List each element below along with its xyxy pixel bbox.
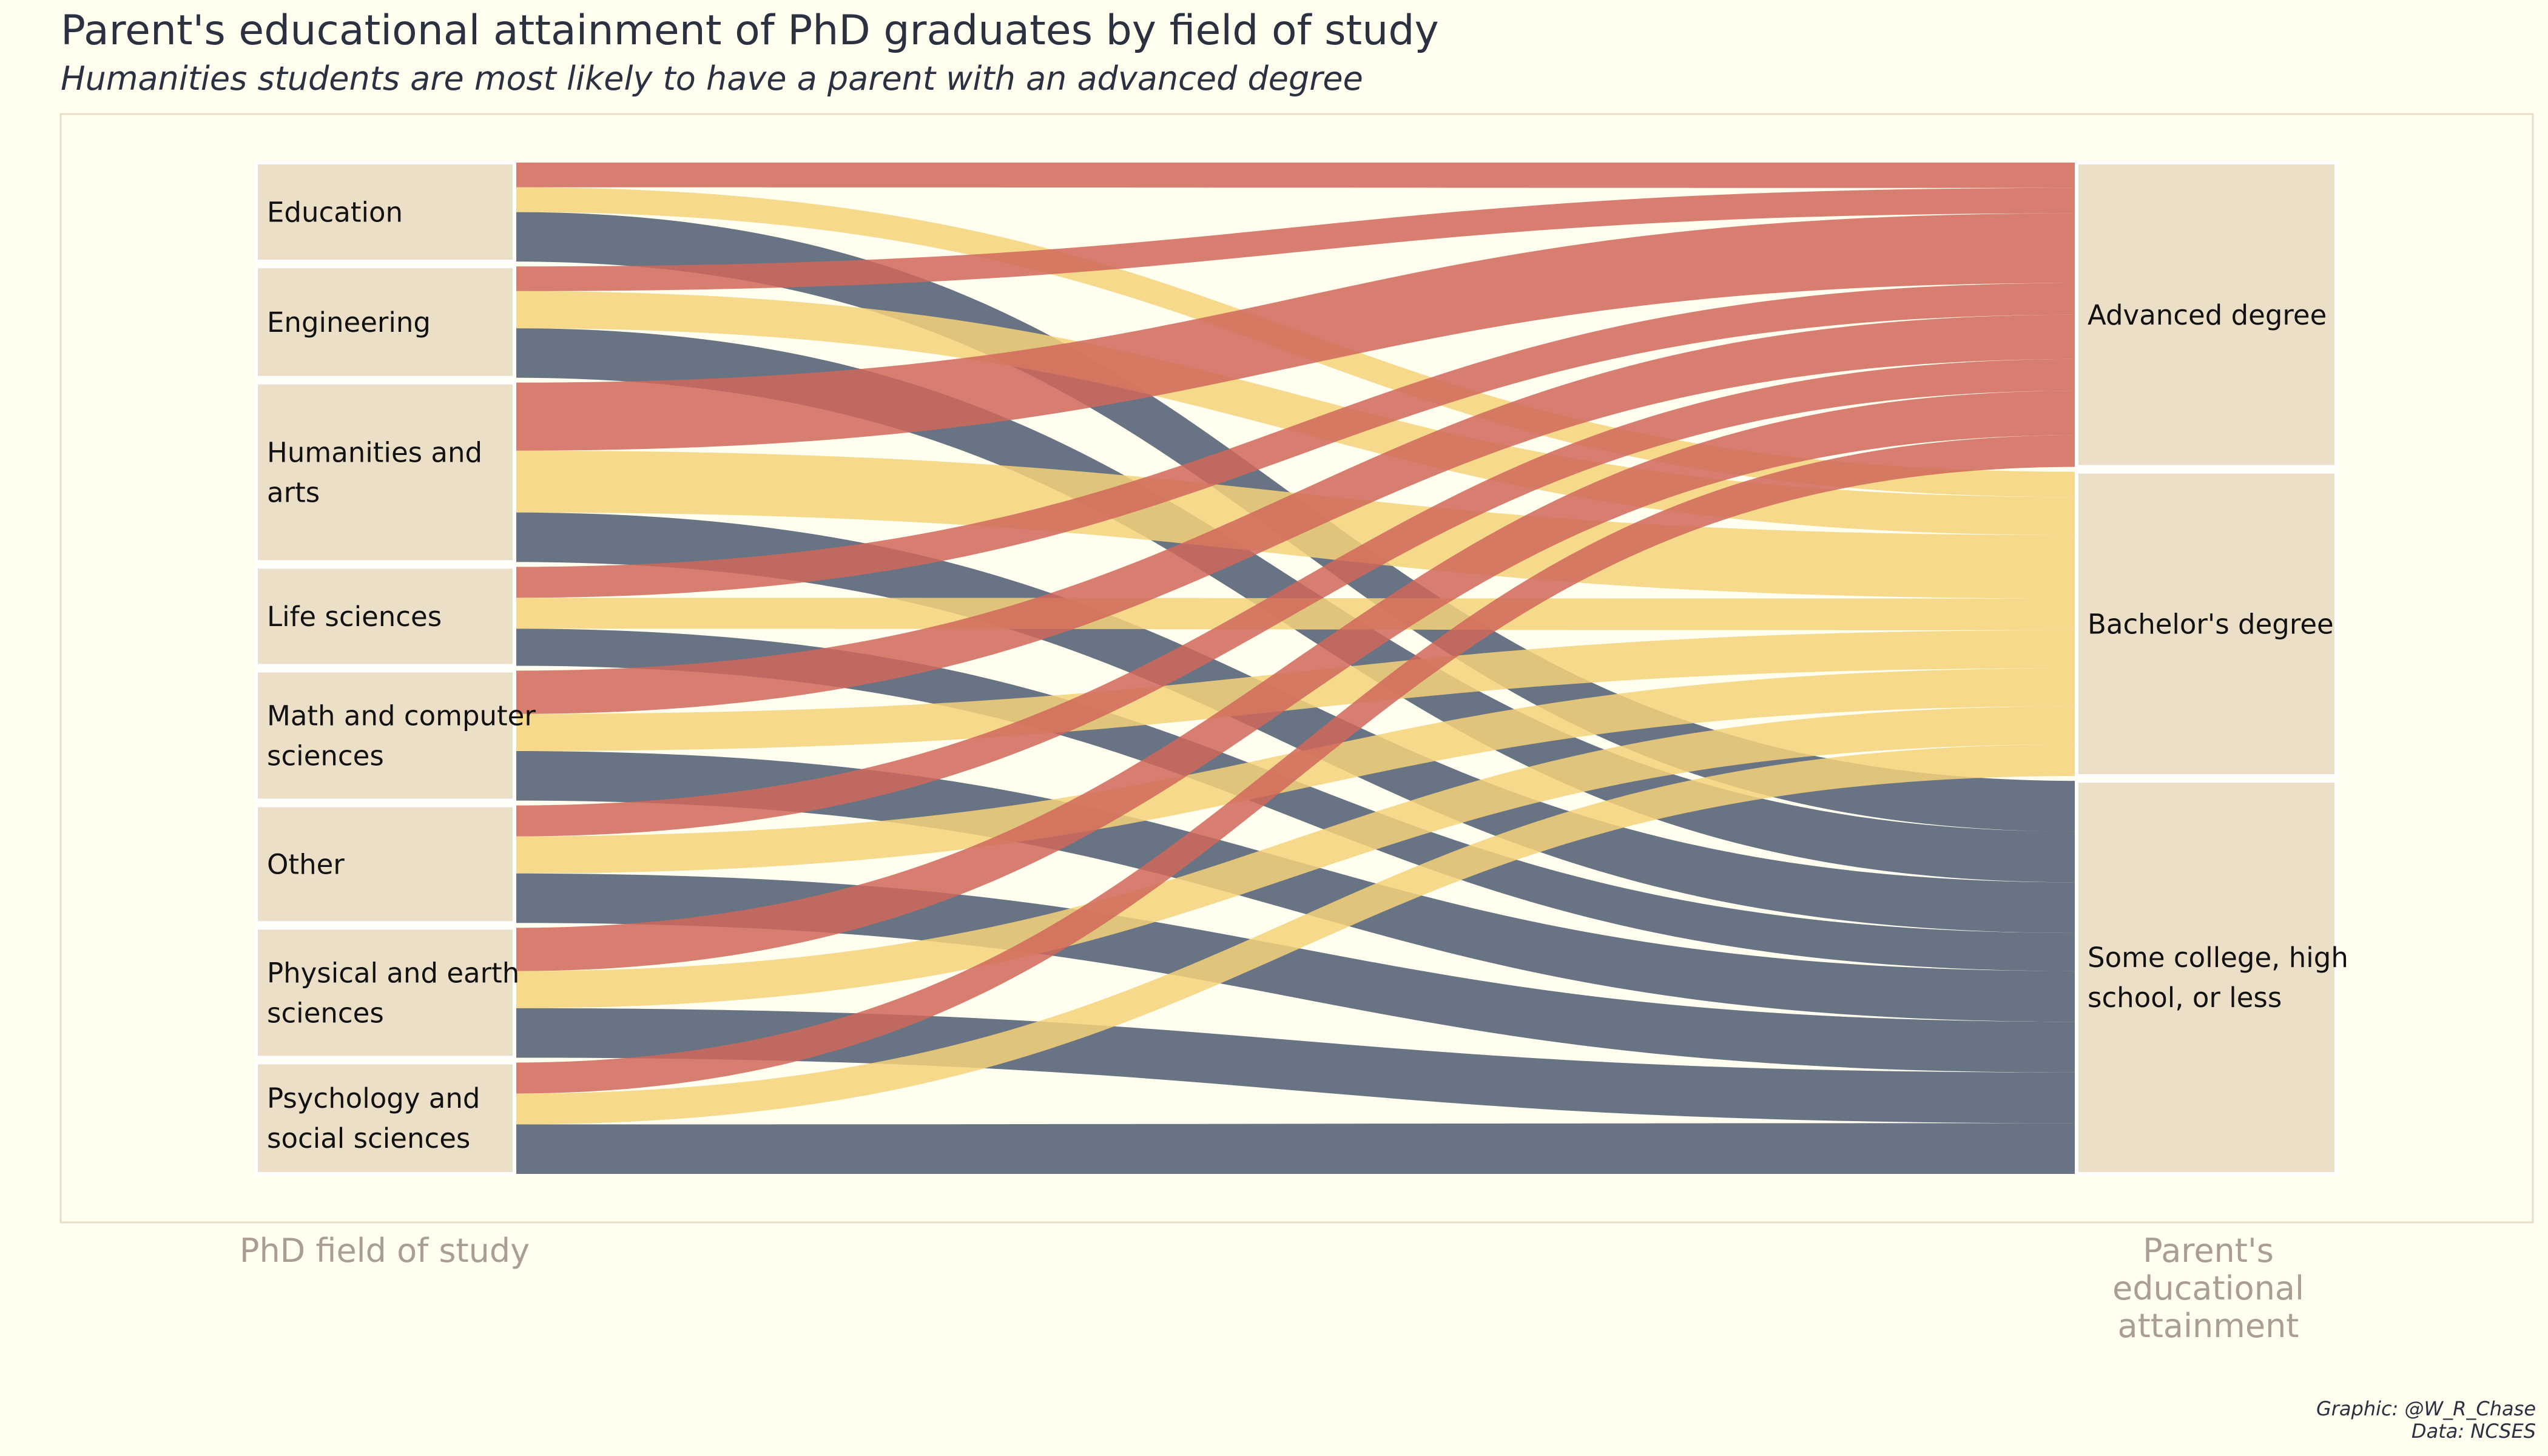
flow-physical-and-earth-sciences-to-some-college-high-school-or-less bbox=[514, 1008, 2077, 1124]
x-axis-label-parent-education-line-3: attainment bbox=[2118, 1307, 2299, 1345]
node-math-and-computer-sciences bbox=[254, 669, 516, 803]
caption-graphic: Graphic: @W_R_Chase bbox=[2316, 1397, 2536, 1420]
node-advanced-degree bbox=[2075, 161, 2338, 469]
node-label-advanced-degree: Advanced degree bbox=[2088, 299, 2327, 331]
x-axis-label-parent-education: Parent's educational attainment bbox=[2112, 1232, 2304, 1345]
flow-education-to-advanced-degree bbox=[514, 163, 2077, 188]
flow-math-and-computer-sciences-to-advanced-degree bbox=[514, 314, 2077, 714]
node-label-math-and-computer-sciences-line-1: Math and computer bbox=[267, 700, 536, 732]
node-psychology-and-social-sciences bbox=[254, 1060, 516, 1176]
flows-layer bbox=[514, 163, 2077, 1174]
nodes-layer: Education Engineering Humanities and arts Li… bbox=[254, 161, 2348, 1176]
flow-engineering-to-advanced-degree bbox=[514, 187, 2077, 291]
flow-life-sciences-to-bachelor-s-degree bbox=[514, 598, 2077, 630]
flow-psychology-and-social-sciences-to-bachelor-s-degree bbox=[514, 744, 2077, 1125]
flow-life-sciences-to-advanced-degree bbox=[514, 283, 2077, 598]
plot-panel bbox=[59, 113, 2534, 1224]
node-label-physical-and-earth-sciences-line-2: sciences bbox=[267, 997, 384, 1029]
flow-psychology-and-social-sciences-to-advanced-degree bbox=[514, 435, 2077, 1094]
node-label-physical-and-earth-sciences-line-1: Physical and earth bbox=[267, 957, 519, 989]
flow-life-sciences-to-some-college-high-school-or-less bbox=[514, 629, 2077, 971]
flow-other-to-some-college-high-school-or-less bbox=[514, 873, 2077, 1073]
flow-physical-and-earth-sciences-to-bachelor-s-degree bbox=[514, 706, 2077, 1008]
node-label-math-and-computer-sciences-line-2: sciences bbox=[267, 740, 384, 772]
flow-humanities-and-arts-to-some-college-high-school-or-less bbox=[514, 512, 2077, 933]
caption-data: Data: NCSES bbox=[2412, 1420, 2536, 1443]
node-label-psychology-and-social-sciences-line-2: social sciences bbox=[267, 1122, 470, 1154]
chart-title: Parent's educational attainment of PhD g… bbox=[61, 7, 1439, 55]
node-label-engineering: Engineering bbox=[267, 306, 431, 339]
node-humanities-and-arts bbox=[254, 380, 516, 564]
node-label-life-sciences: Life sciences bbox=[267, 601, 442, 633]
x-axis-label-parent-education-line-1: Parent's bbox=[2143, 1232, 2274, 1270]
flow-humanities-and-arts-to-advanced-degree bbox=[514, 213, 2077, 451]
node-label-education: Education bbox=[267, 197, 403, 229]
flow-engineering-to-bachelor-s-degree bbox=[514, 291, 2077, 536]
node-label-some-college-high-school-or-less-line-2: school, or less bbox=[2088, 982, 2282, 1014]
node-life-sciences bbox=[254, 565, 516, 668]
node-label-psychology-and-social-sciences-line-1: Psychology and bbox=[267, 1082, 480, 1114]
node-bachelor-s-degree bbox=[2075, 470, 2338, 778]
node-other bbox=[254, 803, 516, 925]
flow-other-to-advanced-degree bbox=[514, 359, 2077, 837]
node-education bbox=[254, 161, 516, 264]
node-label-humanities-and-arts-line-1: Humanities and bbox=[267, 437, 482, 469]
node-engineering bbox=[254, 265, 516, 380]
node-label-other: Other bbox=[267, 848, 345, 880]
flow-psychology-and-social-sciences-to-some-college-high-school-or-less bbox=[514, 1123, 2077, 1174]
node-label-some-college-high-school-or-less-line-1: Some college, high bbox=[2088, 942, 2348, 974]
chart-subtitle: Humanities students are most likely to h… bbox=[61, 59, 1363, 98]
node-physical-and-earth-sciences bbox=[254, 926, 516, 1060]
node-label-bachelor-s-degree: Bachelor's degree bbox=[2088, 608, 2334, 640]
x-axis-label-fields: PhD field of study bbox=[240, 1232, 530, 1270]
node-label-humanities-and-arts-line-2: arts bbox=[267, 477, 320, 509]
node-some-college-high-school-or-less bbox=[2075, 779, 2338, 1176]
flow-physical-and-earth-sciences-to-advanced-degree bbox=[514, 391, 2077, 971]
x-axis-label-parent-education-line-2: educational bbox=[2112, 1269, 2304, 1307]
